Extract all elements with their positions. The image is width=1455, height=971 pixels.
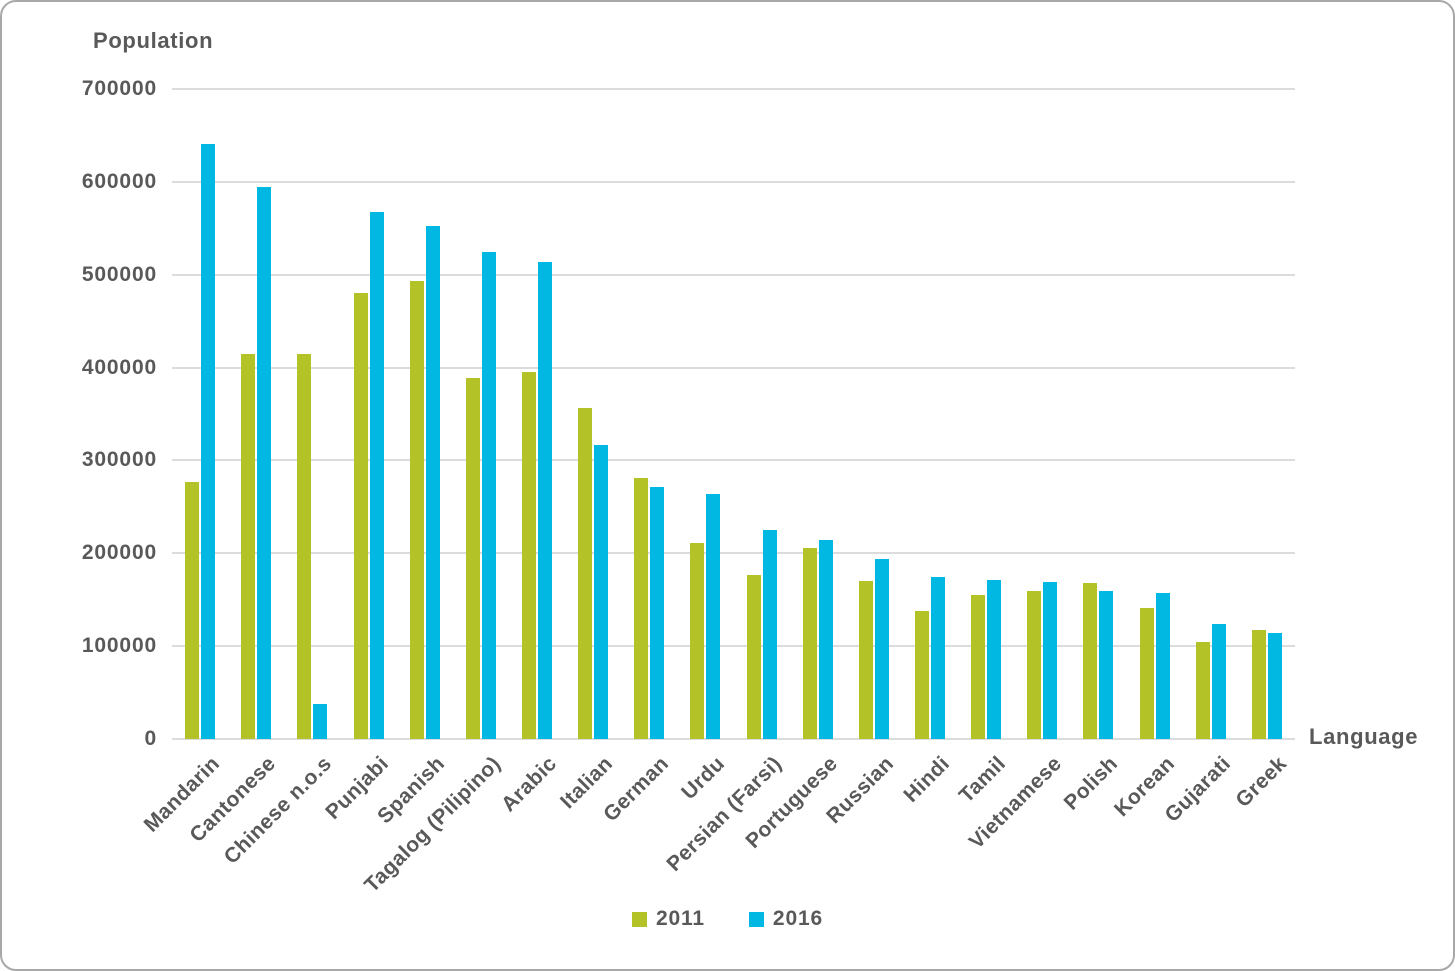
y-axis-tick-label: 0 — [144, 727, 157, 750]
bar-2011-tamil — [971, 595, 986, 739]
legend-item-2016: 2016 — [748, 907, 823, 931]
bar-2011-arabic — [521, 372, 536, 739]
bar-2016-mandarin — [201, 143, 216, 739]
legend-swatch-2016 — [748, 911, 764, 927]
x-axis-title: Language — [1309, 724, 1419, 749]
bar-2011-chinese-n-o-s — [297, 353, 312, 739]
bar-2011-spanish — [409, 281, 424, 739]
bar-2016-tamil — [987, 580, 1002, 739]
y-axis-tick-label: 300000 — [81, 448, 157, 472]
bar-2011-russian — [858, 581, 873, 739]
bar-2016-cantonese — [257, 186, 272, 739]
y-axis-tick-label: 500000 — [81, 262, 157, 286]
bar-2016-vietnamese — [1043, 582, 1058, 739]
bar-2016-polish — [1099, 591, 1114, 739]
legend-swatch-2011 — [632, 911, 647, 927]
bar-2016-spanish — [425, 225, 440, 739]
bar-2016-gujarati — [1211, 623, 1226, 739]
bar-2016-portuguese — [818, 540, 833, 739]
bar-2016-chinese-n-o-s — [313, 703, 328, 739]
bar-2011-portuguese — [802, 547, 817, 739]
bar-2016-italian — [594, 444, 609, 739]
bar-2011-cantonese — [241, 353, 256, 739]
bar-2016-arabic — [537, 261, 552, 739]
gridline — [172, 645, 1295, 648]
bar-2011-urdu — [690, 543, 705, 739]
y-axis-tick-label: 200000 — [81, 541, 157, 565]
gridline — [172, 273, 1295, 276]
bar-2016-hindi — [931, 576, 946, 739]
gridline — [172, 459, 1295, 462]
bar-2011-gujarati — [1195, 641, 1210, 739]
legend-item-2011: 2011 — [632, 907, 705, 931]
bar-2011-tagalog-pilipino- — [465, 377, 480, 739]
gridline — [172, 552, 1295, 555]
bar-2016-persian-farsi- — [762, 530, 777, 739]
y-axis-tick-label: 600000 — [81, 169, 157, 193]
bar-2011-mandarin — [185, 481, 200, 739]
bar-2011-italian — [578, 408, 593, 739]
legend: 2011 2016 — [2, 907, 1453, 931]
bar-2011-german — [634, 478, 649, 739]
y-axis-tick-label: 100000 — [81, 634, 157, 658]
bar-2016-punjabi — [369, 211, 384, 739]
bar-2011-persian-farsi- — [746, 574, 761, 739]
legend-label-2016: 2016 — [772, 907, 823, 930]
y-axis-tick-label: 400000 — [81, 355, 157, 379]
plot-area — [172, 88, 1295, 740]
bar-2011-korean — [1139, 608, 1154, 739]
bar-2016-urdu — [706, 493, 721, 739]
gridline — [172, 88, 1295, 90]
bar-2011-vietnamese — [1027, 591, 1042, 739]
bar-2016-korean — [1155, 593, 1170, 739]
bar-2016-greek — [1267, 633, 1282, 739]
bar-2011-greek — [1251, 630, 1266, 739]
bar-2016-german — [650, 487, 665, 739]
y-axis-title: Population — [93, 28, 214, 53]
legend-label-2011: 2011 — [656, 907, 705, 930]
gridline — [172, 180, 1295, 183]
bar-2016-russian — [874, 558, 889, 739]
bar-2011-punjabi — [353, 293, 368, 739]
gridline — [172, 738, 1295, 740]
gridline — [172, 366, 1295, 369]
y-axis-tick-label: 700000 — [81, 77, 157, 100]
bar-2011-polish — [1083, 583, 1098, 739]
bar-2016-tagalog-pilipino- — [481, 251, 496, 739]
bar-2011-hindi — [915, 610, 930, 739]
